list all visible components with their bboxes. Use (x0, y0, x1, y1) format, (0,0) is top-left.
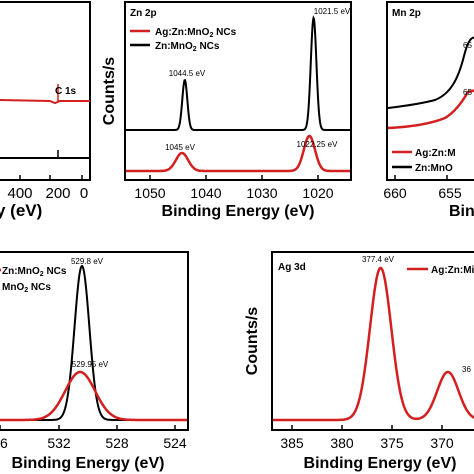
zn-frame (124, 1, 352, 181)
mn-legend-ag: Ag:Zn:M (415, 148, 456, 159)
zn-legend-zn: Zn:MnO2 NCs (155, 41, 220, 53)
survey-red-line (0, 99, 90, 105)
ag-y-axis-label: Counts/s (244, 307, 261, 376)
survey-tick-label: 400 (7, 185, 32, 202)
zn-panel: Zn 2p Ag:Zn:MnO2 NCs Zn:MnO2 NCs 1021.5 … (101, 1, 352, 220)
zn-tick-label: 1050 (134, 185, 165, 201)
mn-frame (386, 1, 474, 181)
mn-legend-zn: Zn:MnO (415, 163, 453, 174)
zn-panel-title: Zn 2p (130, 8, 157, 19)
survey-panel: C 1s 400 200 0 y (eV) (0, 1, 91, 220)
mn-peak-label: 65 (463, 88, 472, 97)
ag-series (273, 266, 474, 422)
ag-tick-label: 380 (330, 435, 354, 451)
ag-panel: Ag 3d Ag:Zn:Mi 377.4 eV 36 385 380 375 3… (244, 251, 474, 472)
zn-series-zn-mno2 (126, 15, 350, 131)
survey-tick-label: 200 (45, 185, 70, 202)
zn-y-axis-label: Counts/s (101, 57, 118, 126)
survey-frame (0, 1, 91, 181)
ag-legend-label: Ag:Zn:Mi (431, 265, 474, 276)
ag-x-axis-label: Binding Energy (eV) (304, 455, 457, 472)
survey-tick-label: 0 (80, 185, 88, 202)
zn-peak-label: 1022.25 eV (297, 140, 339, 149)
ag-tick-label: 385 (280, 435, 304, 451)
ag-panel-title: Ag 3d (278, 262, 306, 273)
ag-peak-label: 36 (462, 365, 471, 374)
o-tick-label: 528 (105, 435, 129, 451)
ag-tick-label: 375 (380, 435, 404, 451)
zn-tick-label: 1040 (190, 185, 221, 201)
o-tick-label: 532 (47, 435, 71, 451)
c1s-annotation: C 1s (55, 86, 77, 97)
o-legend-1: Zn:MnO2 NCs (2, 266, 67, 278)
zn-x-axis-label: Binding Energy (eV) (162, 203, 315, 220)
mn-panel-title: Mn 2p (392, 8, 421, 19)
o-tick-label: 524 (163, 435, 187, 451)
mn-series-zn-mno (387, 36, 474, 109)
mn-panel: Mn 2p 65 65 Ag:Zn:M Zn:MnO 660 655 Bin (383, 1, 474, 220)
mn-tick-label: 655 (438, 185, 462, 201)
zn-legend-ag: Ag:Zn:MnO2 NCs (155, 27, 237, 39)
mn-tick-label: 660 (383, 185, 407, 201)
survey-x-axis-label: y (eV) (0, 201, 42, 220)
zn-series-ag-zn-mno2 (126, 134, 350, 173)
ag-frame (271, 251, 474, 431)
o-series-zn-mno2 (0, 370, 187, 422)
o-x-axis-label: Binding Energy (eV) (12, 455, 165, 472)
zn-peak-label: 1045 eV (165, 143, 195, 152)
o-frame (0, 251, 189, 431)
zn-peak-label: 1021.5 eV (314, 7, 351, 16)
ag-tick-label: 370 (430, 435, 454, 451)
mn-x-axis-label: Bin (449, 203, 474, 220)
ag-peak-label: 377.4 eV (362, 255, 395, 264)
zn-tick-label: 1030 (246, 185, 277, 201)
o-peak-label: 529.95 eV (72, 360, 109, 369)
o-tick-label: 36 (0, 435, 8, 451)
zn-tick-label: 1020 (302, 185, 333, 201)
zn-peak-label: 1044.5 eV (169, 69, 206, 78)
mn-peak-label: 65 (463, 41, 472, 50)
o-legend-2: MnO2 NCs (2, 282, 51, 294)
o-peak-label: 529.8 eV (71, 257, 104, 266)
mn-series-ag (387, 89, 474, 130)
o-panel: Zn:MnO2 NCs MnO2 NCs 529.8 eV 529.95 eV … (0, 251, 189, 472)
